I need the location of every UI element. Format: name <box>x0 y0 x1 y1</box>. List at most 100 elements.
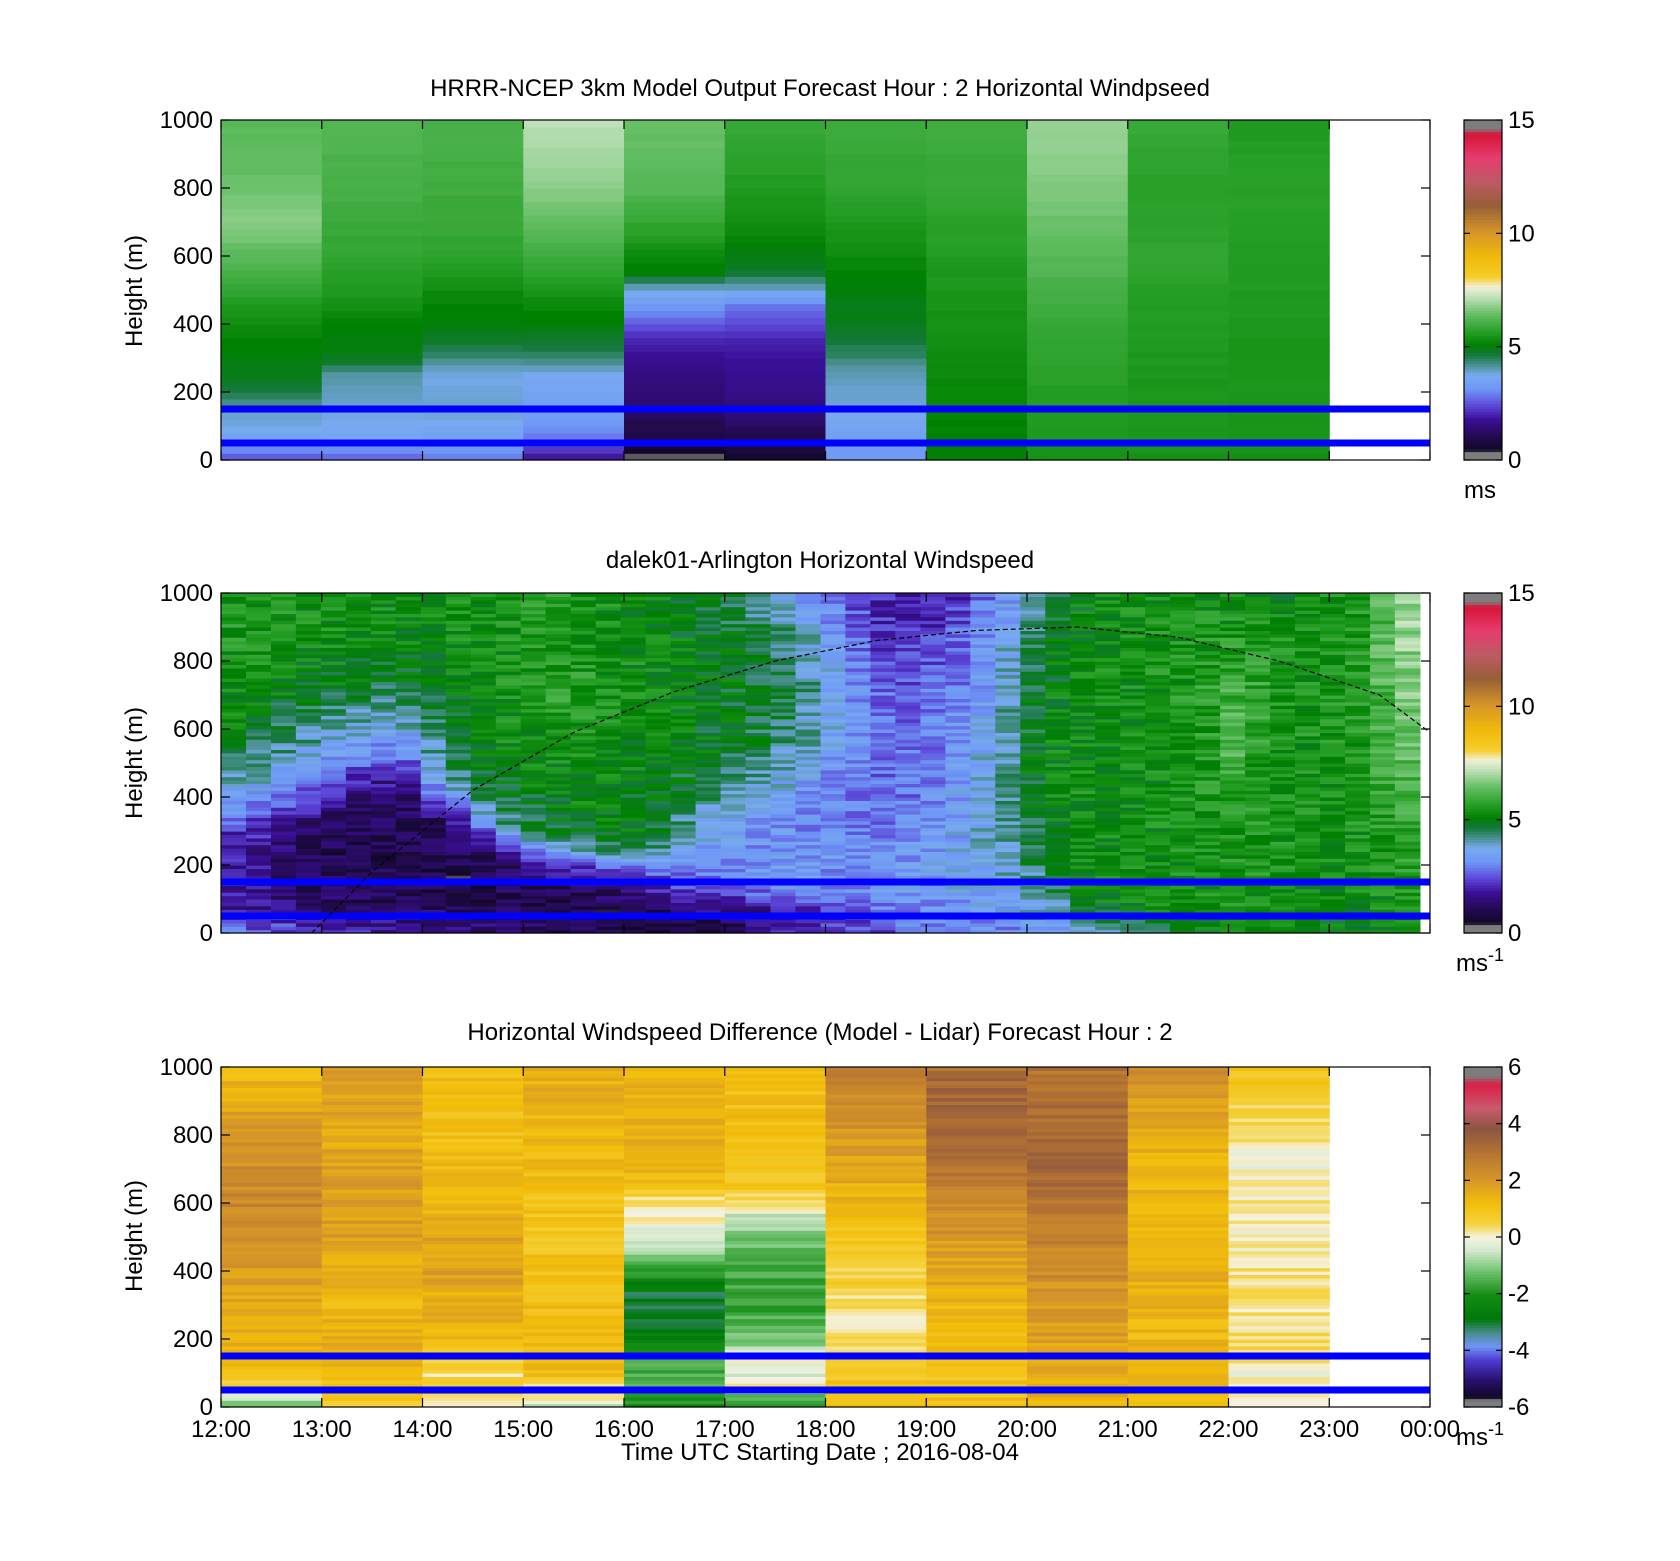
heatmap-cell <box>395 620 422 625</box>
heatmap-cell <box>545 718 572 723</box>
heatmap-cell <box>995 664 1021 669</box>
heatmap-cell <box>670 865 697 869</box>
heatmap-cell <box>1020 725 1046 730</box>
heatmap-cell <box>221 834 247 839</box>
heatmap-cell <box>970 742 996 747</box>
heatmap-cell <box>1095 773 1121 778</box>
heatmap-cell <box>1045 678 1071 682</box>
heatmap-cell <box>1195 664 1221 669</box>
heatmap-cell <box>1220 844 1246 849</box>
heatmap-cell <box>995 763 1021 767</box>
heatmap-cell <box>645 844 672 849</box>
heatmap-cell <box>695 824 722 829</box>
heatmap-cell <box>945 786 971 791</box>
heatmap-cell <box>1020 780 1046 784</box>
heatmap-cell <box>1120 865 1146 869</box>
heatmap-cell <box>445 640 472 645</box>
heatmap-cell <box>770 797 797 801</box>
heatmap-cell <box>370 678 397 682</box>
heatmap-cell <box>970 871 996 876</box>
heatmap-cell <box>720 650 747 655</box>
heatmap-cell <box>1020 837 1046 842</box>
heatmap-cell <box>1027 126 1129 135</box>
heatmap-cell <box>820 603 847 608</box>
heatmap-cell <box>1020 749 1046 754</box>
heatmap-cell <box>271 854 297 859</box>
heatmap-cell <box>595 678 622 682</box>
heatmap-cell <box>495 691 522 696</box>
heatmap-cell <box>770 637 797 642</box>
heatmap-cell <box>520 892 547 897</box>
heatmap-cell <box>570 769 597 774</box>
heatmap-cell <box>870 929 896 934</box>
heatmap-cell <box>895 773 921 778</box>
heatmap-cell <box>271 667 297 672</box>
heatmap-cell <box>495 919 522 924</box>
heatmap-cell <box>770 661 797 665</box>
heatmap-cell <box>370 786 397 791</box>
heatmap-cell <box>1228 235 1330 243</box>
heatmap-cell <box>670 667 697 672</box>
heatmap-cell <box>221 892 247 897</box>
heatmap-cell <box>724 330 827 339</box>
heatmap-cell <box>246 790 272 795</box>
heatmap-cell <box>1195 729 1221 733</box>
heatmap-cell <box>970 616 996 621</box>
heatmap-cell <box>445 759 472 764</box>
heatmap-cell <box>695 725 722 730</box>
heatmap-cell <box>520 739 547 744</box>
heatmap-cell <box>523 283 625 291</box>
heatmap-cell <box>870 742 896 747</box>
heatmap-cell <box>920 633 946 638</box>
heatmap-cell <box>1145 708 1171 713</box>
heatmap-cell <box>1070 610 1096 614</box>
heatmap-cell <box>1045 650 1071 655</box>
heatmap-cell <box>1045 647 1071 652</box>
heatmap-cell <box>1020 610 1046 614</box>
heatmap-cell <box>520 814 547 818</box>
colorbar-segment <box>1464 400 1502 404</box>
heatmap-cell <box>1145 664 1171 669</box>
heatmap-cell <box>370 644 397 648</box>
heatmap-cell <box>221 858 247 863</box>
heatmap-cell <box>520 902 547 907</box>
heatmap-cell <box>320 712 347 716</box>
colorbar-segment <box>1464 120 1502 124</box>
colorbar-segment <box>1464 301 1502 305</box>
heatmap-cell <box>745 899 772 903</box>
heatmap-cell <box>523 364 625 373</box>
heatmap-cell <box>370 746 397 750</box>
heatmap-cell <box>395 671 422 676</box>
heatmap-cell <box>1027 317 1129 325</box>
heatmap-cell <box>1127 303 1230 311</box>
heatmap-cell <box>470 620 497 625</box>
heatmap-cell <box>570 786 597 791</box>
heatmap-cell <box>320 630 347 635</box>
heatmap-cell <box>445 929 472 934</box>
heatmap-cell <box>695 922 722 927</box>
heatmap-cell <box>695 902 722 907</box>
heatmap-cell <box>995 800 1021 805</box>
heatmap-cell <box>470 637 497 642</box>
heatmap-cell <box>1245 610 1271 614</box>
heatmap-cell <box>695 623 722 628</box>
heatmap-cell <box>595 661 622 665</box>
heatmap-cell <box>645 902 672 907</box>
heatmap-cell <box>645 667 672 672</box>
heatmap-cell <box>395 623 422 628</box>
heatmap-cell <box>295 725 322 730</box>
colorbar-segment <box>1464 241 1502 246</box>
heatmap-cell <box>495 780 522 784</box>
heatmap-cell <box>1220 678 1246 682</box>
heatmap-cell <box>870 773 896 778</box>
heatmap-cell <box>495 763 522 767</box>
heatmap-cell <box>445 691 472 696</box>
panel-lidar-windspeed: dalek01-Arlington Horizontal Windspeed H… <box>121 547 1535 977</box>
heatmap-cell <box>870 780 896 784</box>
heatmap-cell <box>820 797 847 801</box>
heatmap-cell <box>845 820 871 825</box>
heatmap-cell <box>945 831 971 835</box>
heatmap-cell <box>745 630 772 635</box>
heatmap-cell <box>221 698 247 703</box>
heatmap-cell <box>221 419 323 427</box>
